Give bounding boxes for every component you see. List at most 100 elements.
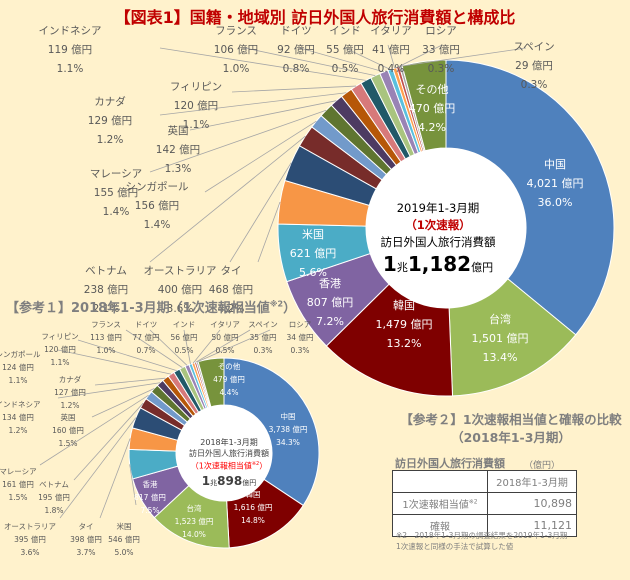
slice-label: 台湾 1,501 億円 13.4% bbox=[471, 313, 529, 364]
leader-line bbox=[397, 44, 443, 68]
main-leader-lines bbox=[149, 44, 527, 263]
reference1-title: 【参考１】2018年1-3月期（1次速報相当値※2） bbox=[6, 299, 297, 316]
reference-center-flag: （1次速報相当値※2） bbox=[190, 461, 268, 471]
slice-label: インド 55 億円 0.5% bbox=[326, 25, 364, 75]
donut-hole bbox=[176, 405, 272, 501]
pie-charts-canvas bbox=[39, 44, 615, 549]
slice-label: インドネシア 119 億円 1.1% bbox=[38, 25, 102, 75]
slice-label: 米国 546 億円 5.0% bbox=[108, 522, 140, 557]
leader-line bbox=[231, 85, 357, 93]
slice-label: その他 479 億円 4.4% bbox=[213, 362, 245, 397]
slice-label: 韓国 1,479 億円 13.2% bbox=[375, 299, 433, 350]
reference-center-label: 2018年1-3月期 訪日外国人旅行消費額 （1次速報相当値※2） 1兆898億… bbox=[180, 437, 278, 491]
slice-label: シンガポール 124 億円 1.1% bbox=[0, 350, 41, 385]
leader-line bbox=[197, 329, 271, 363]
leader-line bbox=[257, 201, 281, 263]
slice-label: イタリア 41 億円 0.4% bbox=[370, 25, 412, 75]
reference-leader-lines bbox=[39, 329, 271, 519]
main-center-flag: （1次速報） bbox=[405, 218, 471, 232]
leader-line bbox=[189, 100, 337, 131]
leader-line bbox=[91, 388, 155, 418]
main-center-period: 2019年1-3月期 bbox=[396, 201, 480, 215]
slice-label: 香港 807 億円 7.2% bbox=[306, 277, 354, 328]
slice-label: フランス 113 億円 1.0% bbox=[90, 320, 122, 355]
leader-line bbox=[244, 47, 376, 76]
slice-label: スペイン 35 億円 0.3% bbox=[248, 320, 278, 355]
slice-label: ベトナム 195 億円 1.8% bbox=[38, 480, 70, 515]
slice-label: フィリピン 120 億円 1.1% bbox=[169, 81, 223, 131]
main-center-label: 2019年1-3月期 （1次速報） 訪日外国人旅行消費額 1兆1,182億円 bbox=[378, 200, 498, 281]
slice-label: ドイツ 92 億円 0.8% bbox=[277, 25, 315, 75]
slice-label: ドイツ 77 億円 0.7% bbox=[132, 320, 160, 355]
slice-label: イタリア 50 億円 0.5% bbox=[210, 320, 240, 355]
slice-label: 香港 817 億円 7.5% bbox=[134, 480, 166, 515]
leader-line bbox=[183, 329, 191, 365]
leader-line bbox=[39, 394, 149, 466]
slice-label: 米国 621 億円 5.6% bbox=[289, 228, 337, 279]
slice-label: ロシア 34 億円 0.3% bbox=[286, 320, 314, 355]
donut-hole bbox=[366, 148, 526, 308]
leader-line bbox=[129, 464, 137, 506]
reference2-unit: （億円） bbox=[524, 461, 561, 471]
leader-line bbox=[229, 162, 292, 263]
slice-label: 中国 3,738 億円 34.3% bbox=[268, 412, 308, 447]
reference-donut-chart-2018 bbox=[128, 357, 320, 549]
figure-title: 【図表1】国籍・地域別 訪日外国人旅行消費額と構成比 bbox=[114, 8, 516, 27]
table-row: 1次速報相当値※2 10,898 bbox=[392, 492, 577, 515]
slice-label: オーストラリア 395 億円 3.6% bbox=[3, 522, 57, 557]
leader-line bbox=[57, 349, 172, 375]
leader-line bbox=[299, 47, 384, 73]
table-header-row: 2018年1-3月期 bbox=[392, 470, 577, 493]
leader-line bbox=[400, 47, 527, 67]
slice-label: マレーシア 155 億円 1.4% bbox=[89, 168, 143, 218]
slice-label: フィリピン 120 億円 1.1% bbox=[41, 332, 79, 367]
leader-line bbox=[73, 402, 144, 481]
slice-label: 台湾 1,523 億円 14.0% bbox=[174, 504, 214, 539]
footnote: ※2 2018年1-3月期の調査結果を2019年1-3月期 1次速報と同様の手法… bbox=[396, 531, 568, 551]
leader-line bbox=[59, 417, 137, 519]
leader-line bbox=[94, 377, 166, 386]
main-donut-chart-2019 bbox=[277, 59, 615, 397]
leader-line bbox=[149, 329, 188, 366]
slice-label: ベトナム 238 億円 2.1% bbox=[83, 265, 129, 315]
slice-label: その他 470 億円 4.2% bbox=[408, 83, 456, 134]
leader-line bbox=[125, 329, 183, 368]
slice-label: 中国 4,021 億円 36.0% bbox=[526, 158, 584, 209]
leader-line bbox=[387, 44, 396, 69]
slice-label: タイ 468 億円 4.2% bbox=[208, 265, 254, 315]
leader-line bbox=[149, 109, 327, 173]
reference2-subtitle: 訪日外国人旅行消費額 bbox=[395, 457, 505, 470]
slice-label: 韓国 1,616 億円 14.8% bbox=[233, 490, 273, 525]
slice-label: カナダ 129 億円 1.2% bbox=[87, 96, 133, 146]
slice-label: インド 56 億円 0.5% bbox=[170, 320, 198, 355]
slice-label: タイ 398 億円 3.7% bbox=[70, 522, 102, 557]
leader-line bbox=[149, 135, 306, 263]
reference-center-total: 1兆898億円 bbox=[201, 473, 257, 488]
table-row: 確報 11,121 bbox=[392, 514, 577, 537]
reference-center-label-text: 訪日外国人旅行消費額 bbox=[189, 449, 269, 458]
leader-line bbox=[57, 382, 161, 399]
leader-line bbox=[77, 339, 177, 371]
leader-line bbox=[344, 47, 391, 70]
main-center-total: 1兆1,182億円 bbox=[382, 252, 494, 276]
leader-line bbox=[159, 92, 347, 116]
slice-label: 英国 142 億円 1.3% bbox=[155, 125, 201, 175]
slice-label: 英国 160 億円 1.5% bbox=[52, 413, 84, 448]
reference-center-period: 2018年1-3月期 bbox=[200, 438, 258, 447]
leader-line bbox=[192, 329, 221, 364]
leader-line bbox=[195, 329, 251, 363]
leader-line bbox=[159, 47, 366, 81]
slice-label: カナダ 127 億円 1.2% bbox=[54, 375, 86, 410]
slice-label: スペイン 29 億円 0.3% bbox=[513, 41, 555, 91]
slice-label: マレーシア 161 億円 1.5% bbox=[0, 467, 37, 502]
slice-label: インドネシア 134 億円 1.2% bbox=[0, 400, 41, 435]
main-center-label-text: 訪日外国人旅行消費額 bbox=[380, 235, 496, 249]
slice-label: オーストラリア 400 億円 3.6% bbox=[143, 265, 217, 315]
leader-line bbox=[204, 120, 317, 193]
slice-label: シンガポール 156 億円 1.4% bbox=[125, 181, 189, 231]
leader-line bbox=[99, 438, 131, 519]
comparison-table: 2018年1-3月期 1次速報相当値※2 10,898 確報 11,121 bbox=[392, 470, 577, 537]
slice-label: フランス 106 億円 1.0% bbox=[213, 25, 259, 75]
reference2-title: 【参考２】1次速報相当値と確報の比較 （2018年1-3月期） bbox=[400, 412, 622, 445]
slice-label: ロシア 33 億円 0.3% bbox=[422, 25, 460, 75]
